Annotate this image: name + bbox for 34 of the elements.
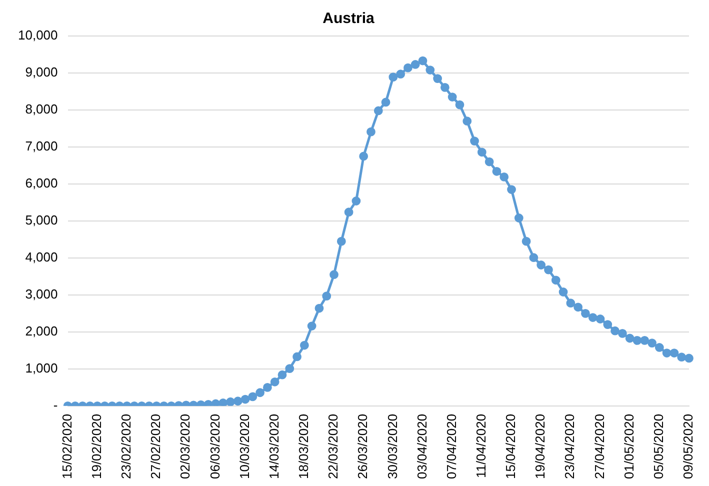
y-tick-label: 10,000 bbox=[18, 28, 58, 43]
x-tick-label: 11/04/2020 bbox=[474, 414, 488, 478]
x-tick-label: 19/04/2020 bbox=[532, 414, 548, 480]
y-tick-label: - bbox=[53, 398, 58, 413]
x-tick-label: 10/03/2020 bbox=[236, 414, 252, 480]
x-tick-label: 27/02/2020 bbox=[148, 414, 164, 480]
y-tick-label: 1,000 bbox=[25, 360, 58, 376]
x-tick-label: 05/05/2020 bbox=[650, 414, 666, 480]
y-tick-label: 7,000 bbox=[25, 138, 58, 154]
x-tick-label: 14/03/2020 bbox=[266, 414, 282, 480]
y-tick-label: 2,000 bbox=[25, 324, 58, 339]
x-tick-label: 06/03/2020 bbox=[207, 414, 222, 480]
x-tick-label: 02/03/2020 bbox=[178, 414, 193, 480]
x-tick-label: 03/04/2020 bbox=[414, 414, 430, 480]
chart-title: Austria bbox=[322, 10, 375, 28]
x-tick-label: 27/04/2020 bbox=[592, 414, 607, 480]
x-tick-label: 30/03/2020 bbox=[384, 414, 400, 480]
y-tick-label: 5,000 bbox=[25, 212, 58, 228]
y-tick-label: 4,000 bbox=[25, 250, 58, 265]
x-tick-label: 23/02/2020 bbox=[118, 414, 134, 480]
y-tick-label: 9,000 bbox=[25, 64, 58, 80]
x-tick-label: 22/03/2020 bbox=[326, 414, 341, 480]
x-tick-label: 07/04/2020 bbox=[444, 414, 459, 480]
x-tick-label: 01/05/2020 bbox=[621, 414, 636, 480]
x-tick-label: 15/02/2020 bbox=[59, 414, 74, 480]
x-tick-label: 15/04/2020 bbox=[503, 414, 518, 480]
y-tick-label: 8,000 bbox=[25, 102, 58, 117]
x-tick-label: 26/03/2020 bbox=[355, 414, 370, 480]
y-tick-label: 3,000 bbox=[25, 286, 58, 302]
x-tick-label: 09/05/2020 bbox=[680, 414, 696, 480]
x-tick-label: 18/03/2020 bbox=[296, 414, 311, 480]
x-tick-label: 23/04/2020 bbox=[562, 414, 578, 480]
x-tick-label: 19/02/2020 bbox=[88, 414, 104, 480]
y-tick-label: 6,000 bbox=[25, 176, 58, 191]
